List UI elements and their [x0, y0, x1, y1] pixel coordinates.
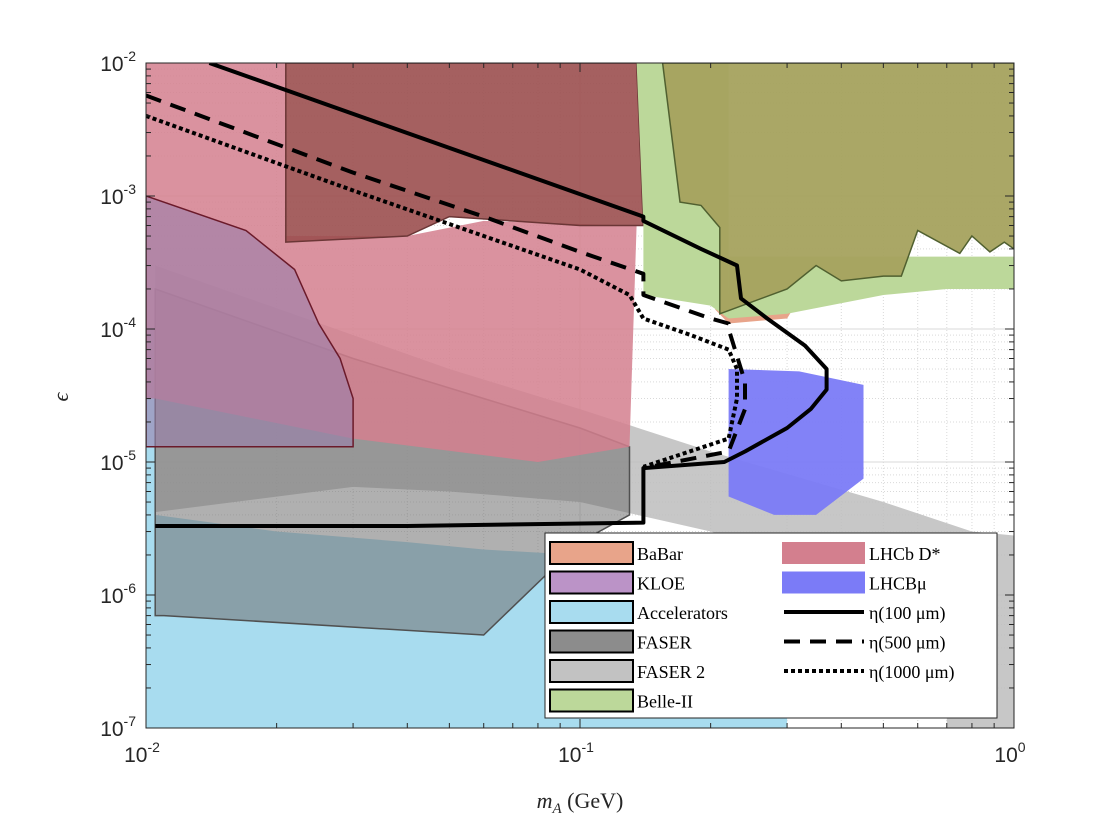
legend-swatch-kloe	[549, 570, 634, 595]
legend-label-1000-m: η(1000 μm)	[869, 662, 955, 683]
legend-label-faser: FASER	[637, 633, 692, 653]
constraint-regions	[146, 63, 1014, 728]
y-tick-label: 10-4	[100, 314, 136, 342]
legend-label-lhcb: LHCBμ	[869, 574, 927, 594]
curve-dotted	[146, 114, 739, 469]
y-tick-label: 10-6	[100, 580, 136, 608]
legend-swatch-lhcb	[782, 571, 865, 594]
region-lhcb	[728, 369, 864, 515]
legend-swatch-lhcb-d	[782, 542, 865, 564]
legend-label-lhcb-d: LHCb D*	[869, 544, 941, 564]
legend-label-belle-ii: Belle-II	[637, 692, 693, 712]
legend-label-100-m: η(100 μm)	[869, 603, 946, 624]
legend-label-accelerators: Accelerators	[637, 603, 728, 623]
x-axis-title: mA (GeV)	[537, 788, 624, 817]
region-kloe	[146, 195, 354, 448]
legend-label-babar: BaBar	[637, 544, 683, 564]
legend-label-faser-2: FASER 2	[637, 662, 705, 682]
y-axis-title: ϵ	[48, 391, 73, 401]
svg-text:mA (GeV): mA (GeV)	[537, 788, 624, 817]
region-belle-ii-olive	[661, 63, 1014, 315]
legend: BaBar KLOE Accelerators FASER FASER 2 Belle-I…	[544, 532, 998, 719]
x-axis-symbol: m	[537, 788, 553, 813]
legend-swatch-accelerators	[549, 600, 634, 624]
x-tick-label: 10-1	[558, 739, 594, 767]
curve-solid	[155, 63, 829, 528]
curve-dashed	[146, 93, 747, 471]
legend-label-500-m: η(500 μm)	[869, 633, 946, 654]
legend-label-kloe: KLOE	[637, 574, 685, 594]
legend-swatch-babar	[549, 541, 634, 565]
legend-swatch-belle-ii	[549, 688, 634, 713]
axis-ticks: 10-2 10-1 100 10-2 10-3 10-4 10-5 10-6 10-7	[100, 48, 1026, 767]
x-tick-label: 10-2	[124, 739, 160, 767]
sensitivity-curves	[146, 63, 829, 528]
y-tick-label: 10-7	[100, 713, 136, 741]
y-tick-label: 10-3	[100, 181, 136, 209]
y-tick-label: 10-2	[100, 48, 136, 76]
x-axis-subscript: A	[552, 801, 563, 817]
x-tick-label: 100	[994, 739, 1025, 767]
legend-swatch-faser-2	[549, 659, 634, 683]
x-axis-unit: (GeV)	[562, 788, 624, 813]
legend-swatch-faser	[549, 629, 634, 654]
y-tick-label: 10-5	[100, 447, 136, 475]
